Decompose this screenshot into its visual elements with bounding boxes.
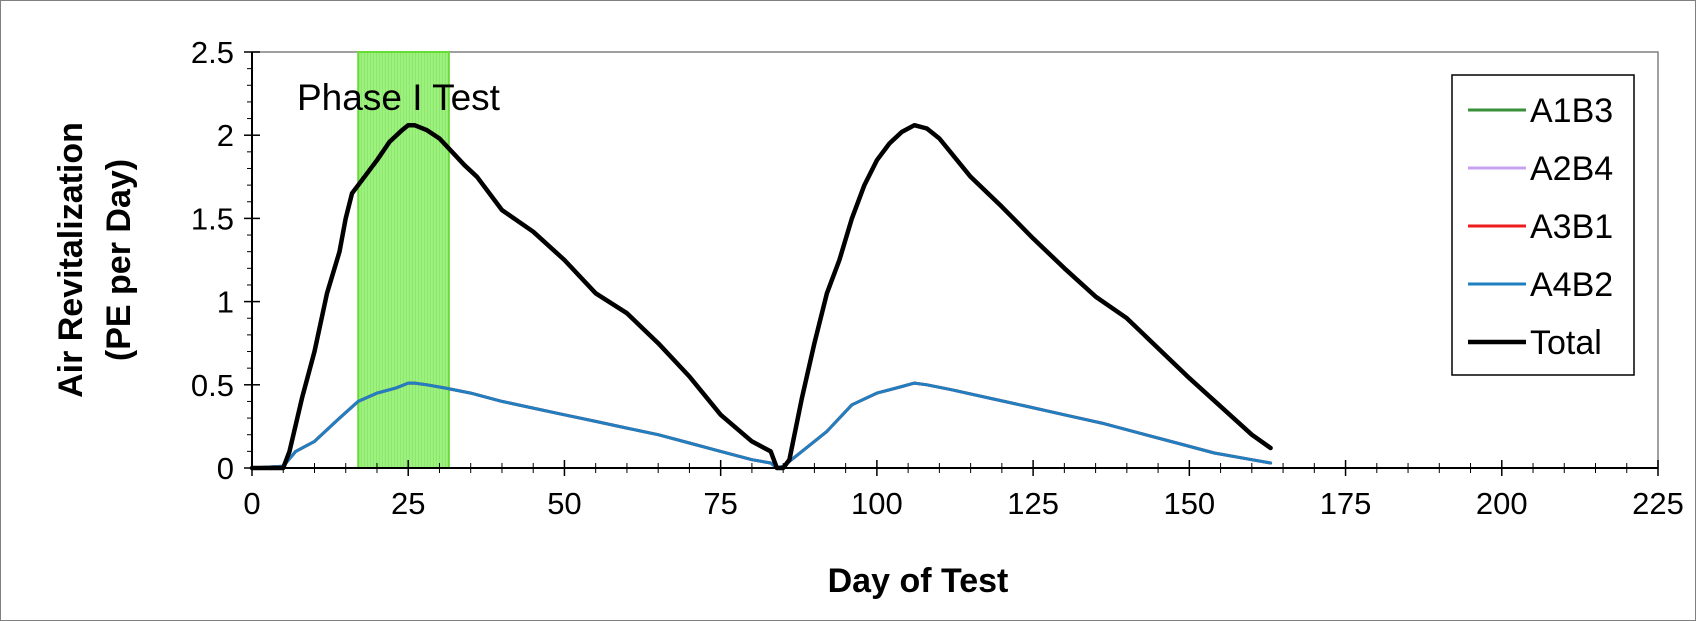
axes-layer [251,52,1658,469]
y-axis-title-line1: Air Revitalization [52,122,90,398]
x-tick-label: 150 [1163,486,1215,521]
legend-label-a3b1: A3B1 [1530,208,1613,246]
x-tick-label: 25 [391,486,425,521]
legend-label-total: Total [1530,324,1602,362]
series-layer [249,122,1273,471]
x-tick-label: 175 [1320,486,1372,521]
x-tick-label: 225 [1632,486,1684,521]
legend-label-a1b3: A1B3 [1530,92,1613,130]
series-line-a4b2 [250,381,1273,470]
x-tick-label: 200 [1476,486,1528,521]
x-tick-label: 100 [851,486,903,521]
x-tick-label: 50 [547,486,581,521]
x-tick-label: 0 [243,486,260,521]
x-tick-label: 75 [703,486,737,521]
legend-label-a2b4: A2B4 [1530,150,1613,188]
phase-band-layer [357,51,450,469]
y-axis-title-line2: (PE per Day) [100,159,138,361]
legend: A1B3 A2B4 A3B1 A4B2 Total [1451,74,1635,376]
y-tick-label: 2 [217,118,234,153]
ticks-layer: 0 25 50 75 100 125 150 175 200 225 0 0.5 1 1.5 2 2.5 [191,35,1684,521]
phase-annotation-label: Phase I Test [297,77,501,118]
series-line-total [249,122,1273,471]
legend-label-a4b2: A4B2 [1530,266,1613,304]
y-tick-label: 0 [217,451,234,486]
y-tick-label: 1.5 [191,201,234,236]
x-axis-title: Day of Test [828,562,1009,600]
y-tick-label: 0.5 [191,368,234,403]
legend-box [1451,74,1635,376]
x-tick-label: 125 [1007,486,1059,521]
y-tick-label: 1 [217,285,234,320]
y-tick-label: 2.5 [191,35,234,70]
